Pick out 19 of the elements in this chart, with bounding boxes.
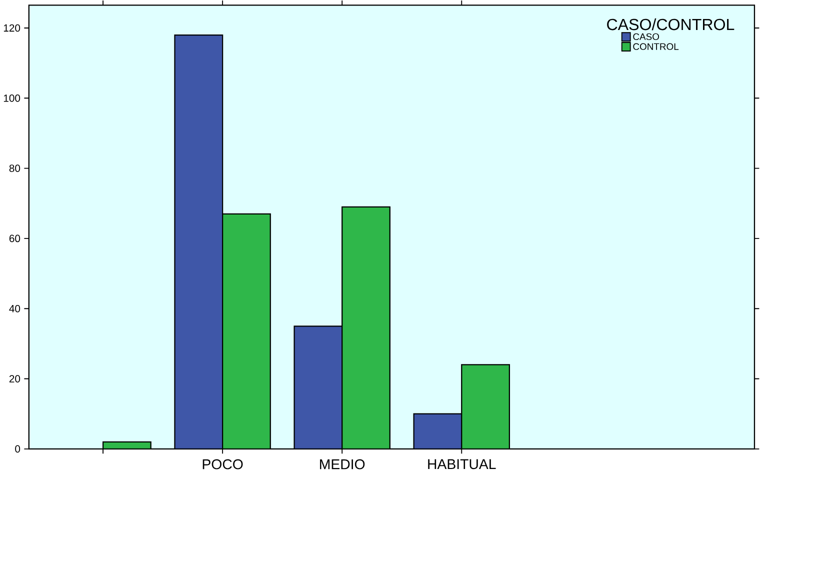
y-tick-label: 0 (15, 445, 20, 453)
x-tick-label: POCO (202, 459, 243, 470)
bar (294, 326, 342, 450)
bar (222, 214, 270, 450)
y-tick-label: 20 (9, 375, 20, 383)
y-tick-label: 80 (9, 164, 20, 172)
bar (461, 364, 510, 450)
y-tick-label: 40 (9, 305, 20, 312)
y-tick-label: 120 (4, 24, 20, 32)
bar (174, 35, 223, 450)
bar (342, 207, 390, 450)
y-tick-label: 100 (4, 94, 20, 102)
legend-title: CASO/CONTROL (607, 18, 734, 30)
x-tick-label: HABITUAL (428, 459, 496, 470)
y-tick-label: 60 (9, 234, 20, 242)
legend-label: CONTROL (633, 43, 679, 50)
bar (413, 413, 462, 450)
x-tick-label: MEDIO (320, 459, 365, 470)
legend-label: CASO (633, 33, 660, 40)
